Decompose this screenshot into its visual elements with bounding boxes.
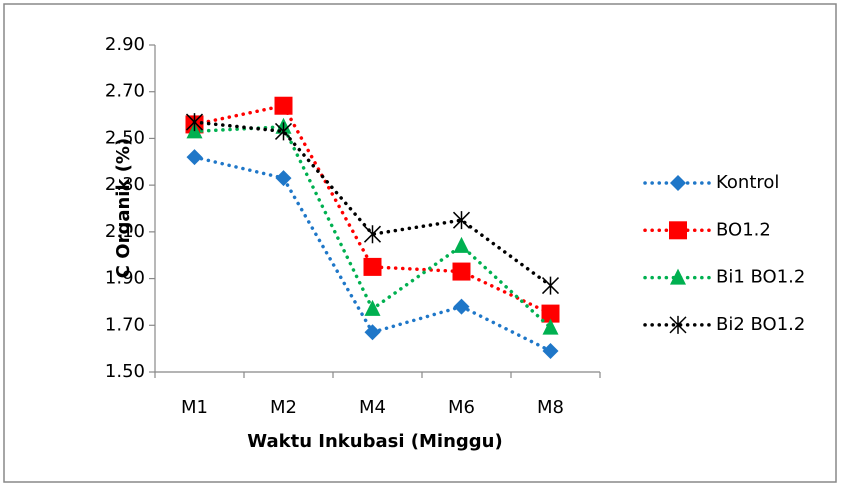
y-tick-label: 2.10 bbox=[105, 221, 145, 242]
legend-label: Bi2 BO1.2 bbox=[716, 314, 805, 335]
legend-marker bbox=[669, 315, 687, 334]
data-point bbox=[186, 149, 203, 166]
legend-marker bbox=[669, 221, 687, 240]
y-axis-title: C Organik (%) bbox=[113, 138, 134, 278]
x-axis-title: Waktu Inkubasi (Minggu) bbox=[247, 431, 502, 452]
data-point bbox=[452, 262, 471, 281]
x-tick-label: M2 bbox=[270, 397, 297, 418]
data-point bbox=[542, 318, 559, 335]
y-tick-label: 2.90 bbox=[105, 34, 145, 55]
x-tick-label: M1 bbox=[181, 397, 208, 418]
y-tick-label: 1.90 bbox=[105, 268, 145, 289]
x-tick-label: M8 bbox=[537, 397, 564, 418]
data-point bbox=[541, 276, 560, 295]
chart-border bbox=[3, 3, 837, 483]
data-point bbox=[275, 170, 292, 187]
y-tick-label: 1.70 bbox=[105, 314, 145, 335]
legend-label: BO1.2 bbox=[716, 219, 771, 240]
data-point bbox=[364, 299, 381, 316]
data-point bbox=[185, 113, 204, 132]
data-point bbox=[363, 225, 382, 244]
legend-marker bbox=[670, 268, 686, 285]
data-point bbox=[453, 236, 470, 253]
data-point bbox=[274, 96, 293, 115]
data-point bbox=[453, 298, 470, 315]
legend-label: Bi1 BO1.2 bbox=[716, 267, 805, 288]
legend-label: Kontrol bbox=[716, 172, 779, 193]
x-tick-label: M4 bbox=[359, 397, 386, 418]
data-point bbox=[363, 257, 382, 276]
series-line bbox=[192, 103, 553, 316]
data-point bbox=[274, 122, 293, 141]
data-point bbox=[452, 211, 471, 230]
data-point bbox=[364, 324, 381, 341]
y-tick-label: 2.30 bbox=[105, 174, 145, 195]
x-tick-label: M6 bbox=[448, 397, 475, 418]
data-point bbox=[541, 304, 560, 323]
legend-marker bbox=[670, 175, 686, 191]
data-point bbox=[542, 342, 559, 359]
y-tick-label: 2.70 bbox=[105, 81, 145, 102]
y-tick-label: 1.50 bbox=[105, 361, 145, 382]
y-tick-label: 2.50 bbox=[105, 127, 145, 148]
